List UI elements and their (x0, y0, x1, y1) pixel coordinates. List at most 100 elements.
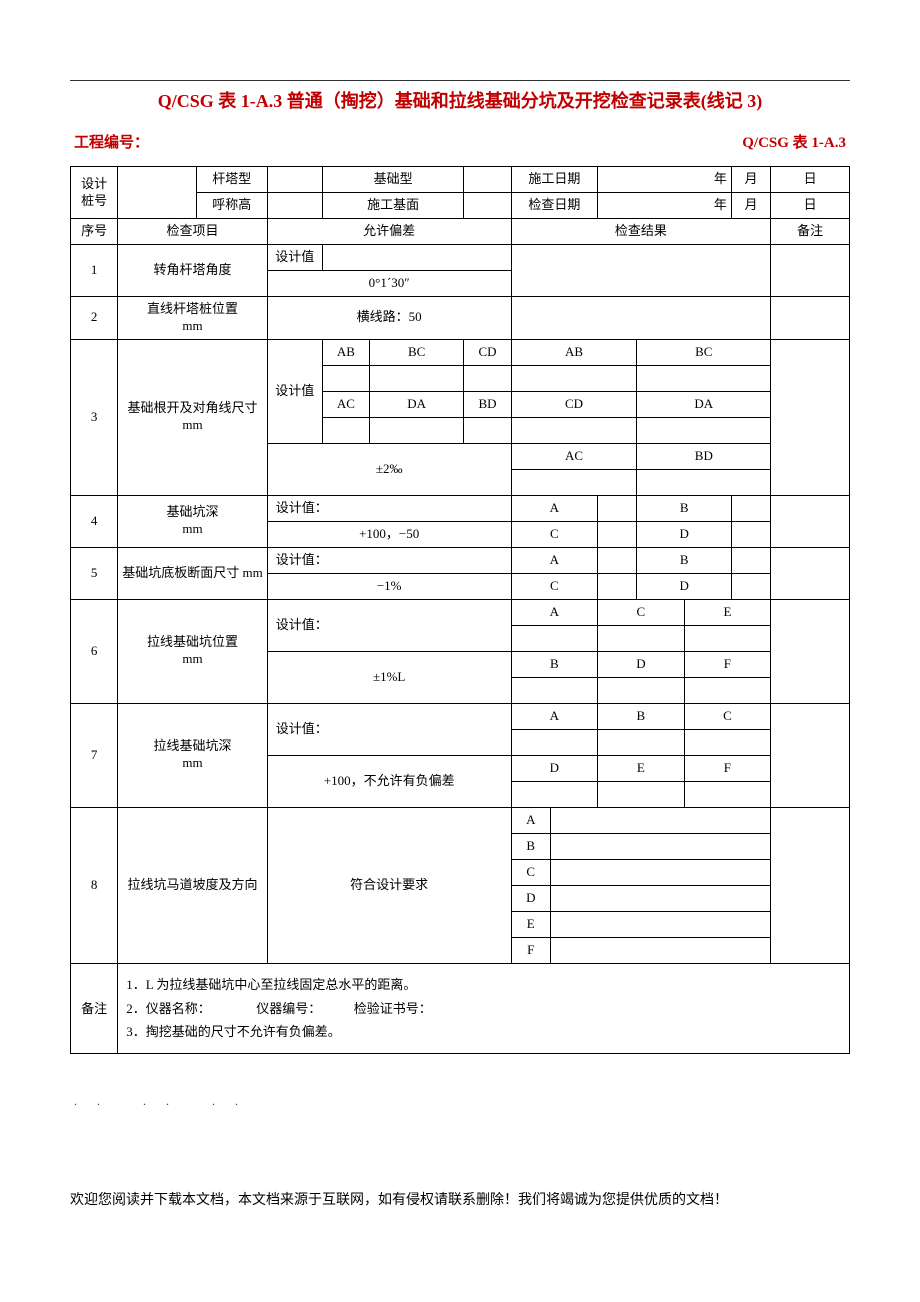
cell-blank (550, 859, 770, 885)
cell-blank (322, 245, 511, 271)
cell: BC (637, 339, 771, 365)
table-row: 5 基础坑底板断面尺寸 mm 设计值： A B (71, 547, 850, 573)
cell: D (511, 885, 550, 911)
cell: D (637, 521, 731, 547)
cell-tolerance: −1% (267, 573, 511, 599)
cell-design-label: 设计值： (267, 495, 511, 521)
cell-item-name: 转角杆塔角度 (118, 245, 268, 297)
cell: F (511, 937, 550, 963)
cell-tolerance: ±1%L (267, 651, 511, 703)
cell-blank (598, 521, 637, 547)
cell-blank (731, 521, 770, 547)
cell-tower-type-label: 杆塔型 (196, 167, 267, 193)
cell: D (637, 573, 731, 599)
cell-blank (637, 469, 771, 495)
cell: B (598, 703, 685, 729)
cell-year: 年 (598, 193, 732, 219)
cell-design-label: 设计值： (267, 547, 511, 573)
table-row: 7 拉线基础坑深 mm 设计值： A B C (71, 703, 850, 729)
cell-blank (464, 417, 511, 443)
cell-design-label: 设计值 (267, 245, 322, 271)
cell-day: 日 (771, 167, 850, 193)
cell-tolerance: 符合设计要求 (267, 807, 511, 963)
cell-design-label: 设计值： (267, 599, 511, 651)
cell-blank (771, 703, 850, 807)
cell-blank (550, 911, 770, 937)
cell-blank (511, 365, 637, 391)
cell-blank (369, 365, 463, 391)
cell-item-name: 拉线基础坑位置 mm (118, 599, 268, 703)
cell: A (511, 703, 598, 729)
cell-blank (267, 167, 322, 193)
table-row: 6 拉线基础坑位置 mm 设计值： A C E (71, 599, 850, 625)
cell-construction-date-label: 施工日期 (511, 167, 598, 193)
cell-blank (598, 625, 685, 651)
cell-check-date-label: 检查日期 (511, 193, 598, 219)
cell-blank (511, 417, 637, 443)
cell: A (511, 547, 598, 573)
table-row: 序号 检查项目 允许偏差 检查结果 备注 (71, 219, 850, 245)
header-row: 工程编号： Q/CSG 表 1-A.3 (70, 131, 850, 152)
table-row: 设计 桩号 杆塔型 基础型 施工日期 年 月 日 (71, 167, 850, 193)
inspection-table: 设计 桩号 杆塔型 基础型 施工日期 年 月 日 呼称高 施工基面 检查日期 年… (70, 166, 850, 1054)
cell-blank (731, 573, 770, 599)
cell-seq: 6 (71, 599, 118, 703)
project-code-label: 工程编号： (74, 131, 149, 152)
cell-month: 月 (731, 193, 770, 219)
table-row-notes: 备注 1．L 为拉线基础坑中心至拉线固定总水平的距离。 2．仪器名称： 仪器编号… (71, 963, 850, 1053)
cell: D (598, 651, 685, 677)
notes-line1: 1．L 为拉线基础坑中心至拉线固定总水平的距离。 (126, 973, 841, 996)
cell-design-label: 设计值： (267, 703, 511, 755)
cell-blank (598, 495, 637, 521)
cell: F (684, 755, 771, 781)
cell-seq-header: 序号 (71, 219, 118, 245)
table-row: 4 基础坑深 mm 设计值： A B (71, 495, 850, 521)
cell-blank (511, 245, 771, 297)
cell: BD (464, 391, 511, 417)
cell-month: 月 (731, 167, 770, 193)
cell-blank (464, 193, 511, 219)
cell-blank (511, 781, 598, 807)
cell-blank (369, 417, 463, 443)
cell-blank (511, 677, 598, 703)
cell-blank (322, 365, 369, 391)
form-code-label: Q/CSG 表 1-A.3 (742, 131, 846, 152)
cell-remark-header: 备注 (771, 219, 850, 245)
cell-notes-body: 1．L 为拉线基础坑中心至拉线固定总水平的距离。 2．仪器名称： 仪器编号： 检… (118, 963, 850, 1053)
cell: C (511, 521, 598, 547)
cell-check-item-header: 检查项目 (118, 219, 268, 245)
cell: CD (511, 391, 637, 417)
cell-seq: 5 (71, 547, 118, 599)
cell: AC (322, 391, 369, 417)
cell-item-name: 基础根开及对角线尺寸 mm (118, 339, 268, 495)
cell-day: 日 (771, 193, 850, 219)
cell-blank (731, 547, 770, 573)
cell-seq: 7 (71, 703, 118, 807)
cell: B (511, 833, 550, 859)
notes-line3: 3．掏挖基础的尺寸不允许有负偏差。 (126, 1020, 841, 1043)
cell-blank (771, 339, 850, 495)
cell-blank (771, 807, 850, 963)
table-row: 2 直线杆塔桩位置 mm 横线路：50 (71, 297, 850, 340)
cell: AC (511, 443, 637, 469)
cell-blank (550, 807, 770, 833)
cell-blank (771, 297, 850, 340)
cell: BD (637, 443, 771, 469)
cell: E (684, 599, 771, 625)
cell-blank (731, 495, 770, 521)
cell-item-name: 拉线坑马道坡度及方向 (118, 807, 268, 963)
cell-blank (322, 417, 369, 443)
cell: DA (369, 391, 463, 417)
cell: DA (637, 391, 771, 417)
cell-item-name: 基础坑深 mm (118, 495, 268, 547)
table-row: 1 转角杆塔角度 设计值 (71, 245, 850, 271)
cell-blank (598, 573, 637, 599)
cell-result-header: 检查结果 (511, 219, 771, 245)
dots: .. .. .. (70, 1094, 850, 1109)
cell-blank (771, 599, 850, 703)
cell: F (684, 651, 771, 677)
cell-tolerance: 0°1´30″ (267, 271, 511, 297)
cell-blank (550, 885, 770, 911)
cell-blank (637, 365, 771, 391)
cell-seq: 8 (71, 807, 118, 963)
